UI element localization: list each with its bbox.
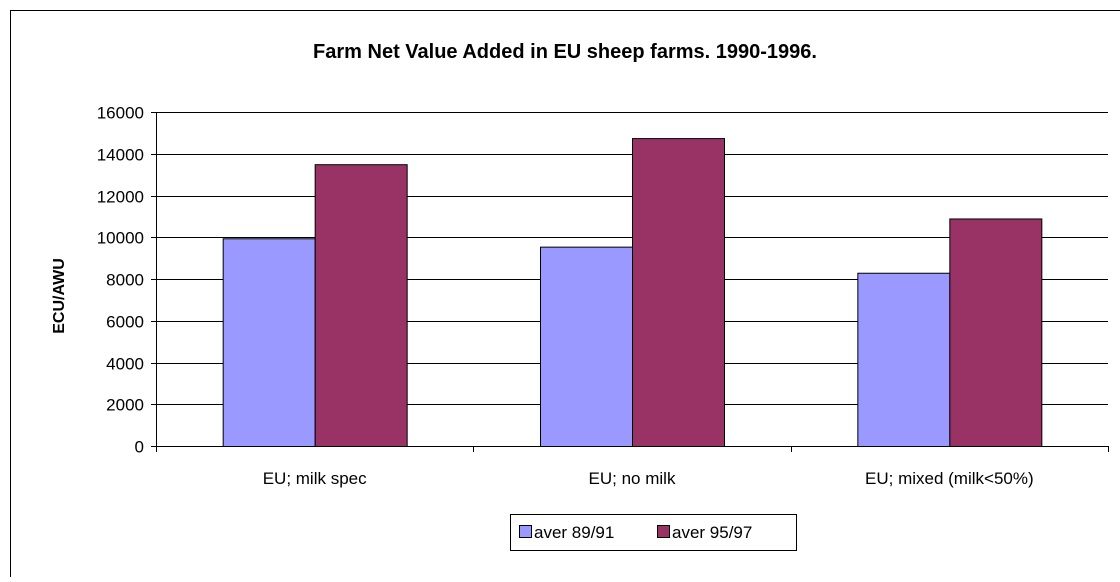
- bar: [858, 273, 950, 446]
- legend-swatch: [658, 526, 670, 538]
- y-tick-label: 2000: [106, 396, 144, 415]
- y-tick-label: 0: [135, 438, 144, 457]
- bar: [223, 239, 315, 447]
- legend-swatch: [520, 526, 532, 538]
- bar: [315, 165, 407, 447]
- legend-label: aver 95/97: [672, 523, 752, 542]
- x-category-label: EU; milk spec: [263, 469, 367, 488]
- chart-title: Farm Net Value Added in EU sheep farms. …: [313, 41, 817, 63]
- legend: aver 89/91 aver 95/97: [511, 515, 797, 551]
- bar: [541, 247, 633, 446]
- x-category-label: EU; no milk: [589, 469, 676, 488]
- bar: [950, 219, 1042, 447]
- y-tick-label: 12000: [97, 188, 144, 207]
- x-category-label: EU; mixed (milk<50%): [865, 469, 1034, 488]
- y-tick-label: 8000: [106, 271, 144, 290]
- bar: [633, 139, 725, 447]
- y-tick-label: 6000: [106, 313, 144, 332]
- legend-label: aver 89/91: [534, 523, 614, 542]
- y-tick-label: 14000: [97, 146, 144, 165]
- y-tick-label: 4000: [106, 355, 144, 374]
- y-tick-label: 16000: [97, 104, 144, 123]
- y-axis-label: ECU/AWU: [51, 258, 68, 334]
- y-tick-label: 10000: [97, 229, 144, 248]
